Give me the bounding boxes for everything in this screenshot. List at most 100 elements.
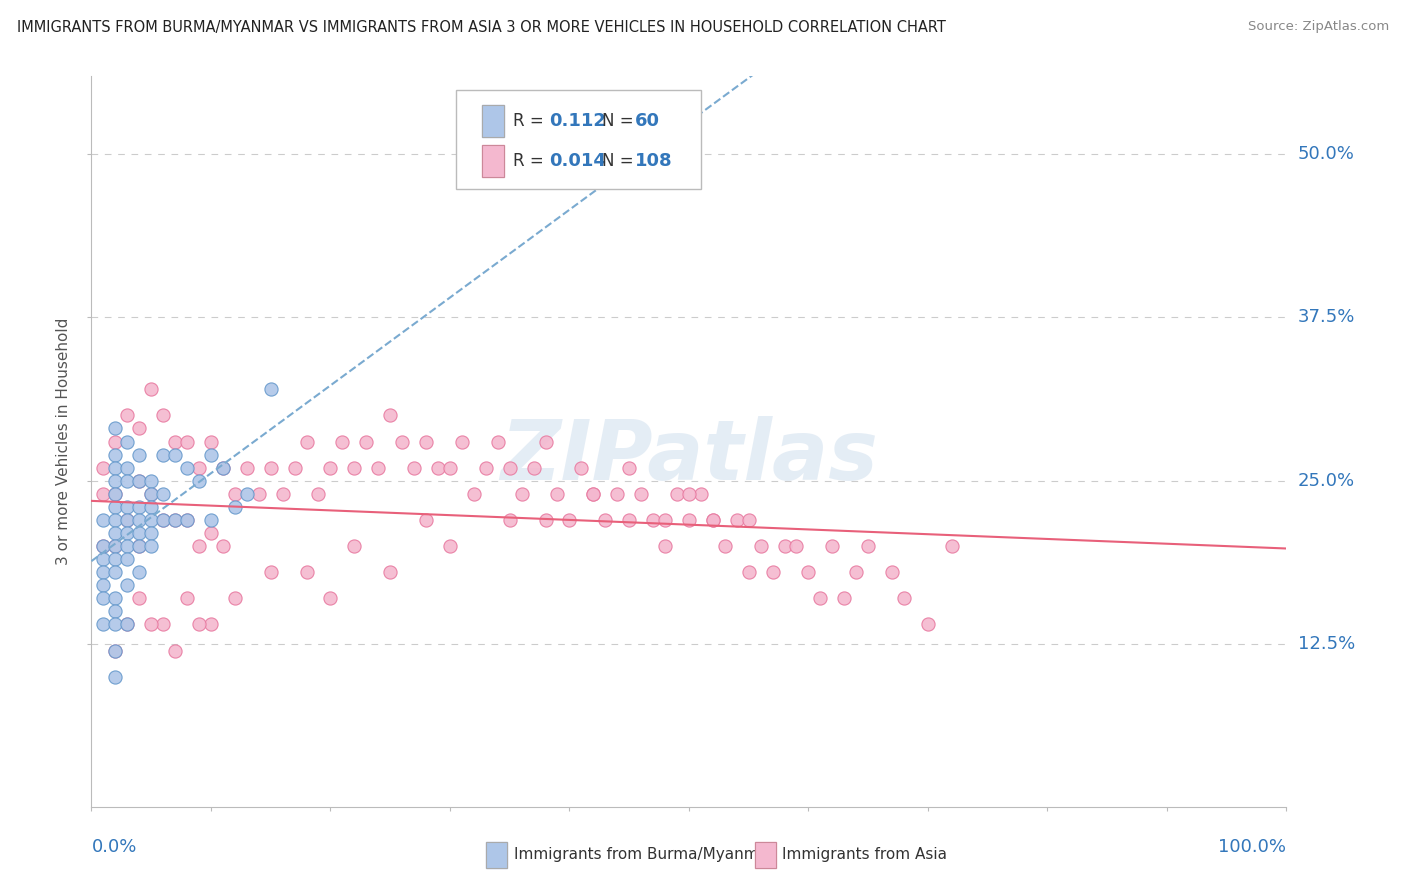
Point: [510, 487, 533, 501]
Point: [104, 670, 127, 684]
Point: [128, 500, 150, 514]
FancyBboxPatch shape: [456, 90, 700, 189]
Point: [474, 460, 498, 475]
Point: [523, 460, 546, 475]
Y-axis label: 3 or more Vehicles in Household: 3 or more Vehicles in Household: [56, 318, 72, 566]
Point: [93, 578, 114, 592]
Point: [115, 434, 138, 449]
Text: 0.014: 0.014: [550, 152, 606, 169]
Point: [141, 500, 162, 514]
Bar: [482, 105, 503, 137]
Point: [128, 565, 150, 579]
Point: [271, 487, 294, 501]
Point: [141, 513, 162, 527]
Point: [104, 474, 127, 488]
Point: [941, 539, 963, 553]
Point: [547, 487, 569, 501]
Point: [104, 604, 127, 618]
Text: 100.0%: 100.0%: [1219, 838, 1286, 855]
Point: [115, 617, 138, 632]
Point: [319, 591, 342, 606]
Point: [404, 460, 426, 475]
Point: [619, 513, 641, 527]
Point: [176, 513, 198, 527]
Point: [200, 448, 222, 462]
Point: [104, 460, 127, 475]
Point: [486, 434, 509, 449]
Point: [176, 434, 198, 449]
Bar: [755, 842, 776, 868]
Point: [115, 539, 138, 553]
Point: [93, 565, 114, 579]
Point: [235, 487, 259, 501]
Point: [104, 526, 127, 541]
Point: [332, 434, 354, 449]
Point: [450, 434, 472, 449]
Point: [104, 552, 127, 566]
Point: [785, 539, 807, 553]
Text: 50.0%: 50.0%: [1298, 145, 1354, 163]
Point: [128, 474, 150, 488]
Point: [152, 448, 174, 462]
Bar: [482, 145, 503, 177]
Point: [104, 643, 127, 657]
Point: [415, 513, 437, 527]
Point: [115, 500, 138, 514]
Point: [534, 513, 557, 527]
Point: [187, 617, 211, 632]
Point: [749, 539, 772, 553]
Point: [163, 434, 186, 449]
Point: [141, 617, 162, 632]
Point: [128, 513, 150, 527]
Point: [582, 487, 605, 501]
Point: [187, 539, 211, 553]
Point: [582, 487, 605, 501]
Point: [391, 434, 413, 449]
Point: [571, 460, 593, 475]
Point: [606, 487, 628, 501]
Point: [141, 474, 162, 488]
Text: 0.0%: 0.0%: [91, 838, 136, 855]
Point: [104, 500, 127, 514]
Bar: [482, 105, 503, 137]
Point: [737, 513, 759, 527]
Point: [211, 460, 233, 475]
Point: [832, 591, 855, 606]
Text: Source: ZipAtlas.com: Source: ZipAtlas.com: [1249, 20, 1389, 33]
Point: [128, 539, 150, 553]
Point: [115, 552, 138, 566]
Point: [725, 513, 748, 527]
Point: [141, 487, 162, 501]
Point: [141, 539, 162, 553]
Point: [176, 591, 198, 606]
Text: N =: N =: [602, 152, 638, 169]
Point: [845, 565, 868, 579]
Point: [211, 460, 233, 475]
Point: [104, 421, 127, 435]
Bar: [755, 842, 776, 868]
Point: [702, 513, 724, 527]
Point: [93, 539, 114, 553]
Point: [104, 487, 127, 501]
Bar: [486, 842, 508, 868]
Point: [426, 460, 449, 475]
Point: [534, 434, 557, 449]
Point: [224, 591, 246, 606]
Point: [810, 591, 832, 606]
Point: [880, 565, 904, 579]
Point: [128, 421, 150, 435]
Point: [163, 513, 186, 527]
Point: [558, 513, 581, 527]
Point: [115, 409, 138, 423]
Text: R =: R =: [513, 152, 550, 169]
Point: [200, 617, 222, 632]
Point: [128, 448, 150, 462]
Point: [259, 565, 281, 579]
Point: [378, 565, 402, 579]
Point: [128, 539, 150, 553]
Point: [93, 591, 114, 606]
Point: [284, 460, 307, 475]
Point: [115, 578, 138, 592]
Point: [498, 460, 520, 475]
Text: 108: 108: [636, 152, 673, 169]
